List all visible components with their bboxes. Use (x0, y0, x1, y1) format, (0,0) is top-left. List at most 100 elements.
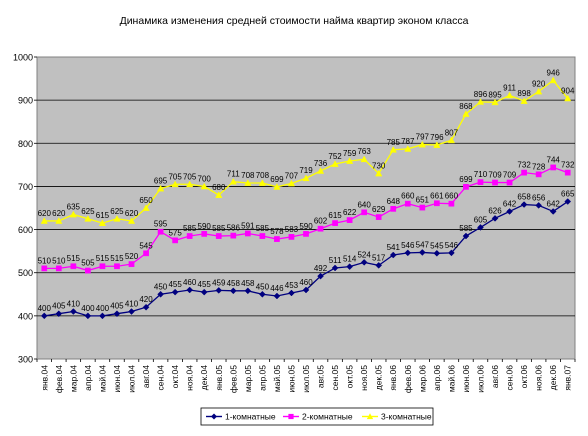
point-series-1 (113, 310, 121, 318)
point-series-1 (520, 201, 528, 208)
x-tick-label: май.05 (272, 365, 282, 392)
data-label: 730 (372, 161, 386, 170)
data-label: 635 (67, 202, 81, 211)
x-tick-label: июн.06 (461, 365, 471, 393)
data-label: 591 (241, 221, 255, 230)
point-series-2 (215, 233, 222, 239)
plot-area (36, 56, 576, 360)
series-layer (40, 76, 572, 320)
point-series-1 (346, 263, 353, 271)
point-series-3 (520, 97, 528, 104)
point-series-3 (302, 174, 310, 182)
data-label: 709 (503, 171, 517, 180)
x-tick-label: сен.05 (330, 365, 340, 391)
data-label: 707 (285, 171, 299, 180)
x-tick-label: авг.06 (490, 365, 500, 388)
point-series-2 (259, 233, 266, 239)
data-label: 405 (52, 302, 66, 311)
point-series-1 (171, 288, 179, 296)
x-tick-label: май.06 (446, 365, 456, 392)
point-series-1 (477, 224, 484, 231)
x-tick-label: ноя.04 (185, 365, 195, 391)
chart-title: Динамика изменения средней стоимости най… (120, 15, 469, 27)
point-series-1 (375, 262, 383, 269)
point-series-1 (40, 312, 48, 320)
data-label: 455 (198, 280, 212, 289)
y-tick-label: 400 (18, 311, 33, 321)
data-label: 602 (314, 217, 328, 226)
data-label: 898 (517, 89, 531, 98)
point-series-2 (550, 164, 557, 171)
data-label: 648 (387, 197, 401, 206)
point-series-3 (331, 160, 339, 167)
point-series-2 (332, 220, 338, 226)
point-series-3 (69, 210, 77, 218)
data-label: 732 (517, 161, 531, 170)
point-series-2 (448, 200, 455, 207)
data-label: 460 (299, 278, 313, 287)
data-label: 420 (139, 295, 153, 304)
point-series-2 (492, 179, 498, 186)
data-label: 492 (314, 264, 328, 273)
data-label: 719 (299, 166, 313, 175)
point-series-3 (186, 180, 194, 188)
data-label: 896 (474, 90, 488, 99)
point-series-3 (316, 167, 325, 174)
point-series-3 (127, 217, 136, 224)
point-series-3 (142, 204, 150, 211)
legend-marker-3 (366, 413, 374, 420)
grid-lines (37, 99, 575, 317)
x-tick-label: мар.04 (68, 365, 78, 392)
point-series-2 (99, 263, 106, 270)
point-series-2 (41, 265, 48, 272)
legend-label-3: 3-комнатные (381, 412, 432, 422)
point-series-3 (360, 155, 368, 163)
x-tick-label: фев.05 (228, 365, 238, 393)
data-label: 642 (547, 199, 561, 208)
x-tick-label: янв.05 (214, 365, 224, 391)
data-label: 622 (343, 208, 357, 217)
x-tick-label: июл.06 (475, 365, 485, 393)
point-series-3 (215, 191, 223, 198)
data-label: 505 (81, 259, 95, 268)
point-series-1 (244, 287, 252, 295)
point-series-1 (317, 272, 324, 280)
point-series-1 (128, 308, 135, 315)
data-label: 650 (139, 196, 153, 205)
data-label: 410 (125, 300, 139, 309)
point-series-1 (462, 232, 470, 240)
data-label: 625 (110, 207, 124, 216)
data-label: 546 (401, 241, 415, 250)
point-series-1 (331, 264, 339, 272)
point-series-2 (70, 263, 77, 270)
data-label: 640 (357, 200, 371, 209)
data-label: 511 (329, 256, 342, 265)
point-series-1 (186, 286, 194, 294)
point-series-3 (433, 141, 441, 148)
data-label: 590 (198, 222, 212, 231)
point-series-1 (535, 202, 543, 209)
data-label: 797 (416, 133, 430, 142)
data-label: 661 (430, 191, 444, 200)
data-label: 920 (532, 80, 546, 89)
x-tick-label: сен.06 (505, 365, 515, 391)
point-series-1 (360, 259, 368, 266)
point-series-1 (288, 289, 295, 297)
point-series-2 (55, 265, 62, 272)
data-label: 736 (314, 159, 328, 168)
data-label: 585 (459, 224, 473, 233)
point-series-1 (389, 251, 397, 259)
point-series-3 (229, 177, 237, 185)
point-series-3 (171, 180, 179, 188)
data-label: 787 (401, 137, 415, 146)
x-tick-label: июл.05 (301, 365, 311, 393)
data-label: 660 (401, 192, 415, 201)
data-label: 595 (154, 220, 168, 229)
data-label: 458 (241, 279, 255, 288)
point-series-3 (84, 215, 92, 222)
data-label: 695 (154, 177, 168, 186)
data-label: 911 (503, 83, 516, 92)
data-label: 545 (139, 241, 153, 250)
x-tick-label: ноя.06 (534, 365, 544, 391)
data-label: 680 (212, 183, 226, 192)
